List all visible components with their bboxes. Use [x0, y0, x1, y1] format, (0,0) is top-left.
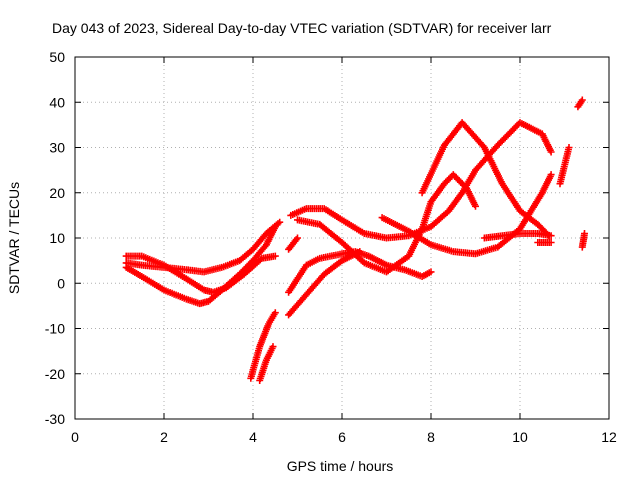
- plus-marker-trace: [418, 119, 553, 240]
- data-series-9: [418, 119, 553, 240]
- x-tick-label: 10: [512, 429, 528, 445]
- y-tick-label: -10: [45, 321, 65, 337]
- plus-marker-trace: [285, 234, 301, 253]
- plus-marker-trace: [285, 248, 364, 319]
- plus-marker-trace: [122, 218, 284, 276]
- data-series-11: [247, 309, 279, 382]
- data-series-3: [122, 218, 284, 276]
- plus-marker-trace: [480, 230, 555, 242]
- x-tick-label: 8: [427, 429, 435, 445]
- plus-marker-trace: [256, 343, 277, 384]
- y-tick-label: 40: [49, 94, 65, 110]
- data-series-13: [285, 234, 301, 253]
- data-series-7: [285, 248, 364, 319]
- plus-marker-trace: [247, 309, 279, 382]
- y-axis-label: SDTVAR / TECUs: [6, 182, 22, 294]
- data-series-15: [556, 144, 573, 188]
- x-tick-label: 6: [338, 429, 346, 445]
- data-series-14: [534, 239, 555, 246]
- data-series-16: [574, 96, 586, 111]
- x-tick-label: 4: [249, 429, 257, 445]
- x-tick-label: 2: [160, 429, 168, 445]
- x-tick-label: 12: [601, 429, 617, 445]
- plus-marker-trace: [534, 239, 555, 246]
- data-series-17: [578, 230, 588, 251]
- plus-marker-trace: [578, 230, 588, 251]
- y-tick-label: 10: [49, 230, 65, 246]
- data-series-6: [285, 248, 435, 296]
- plus-marker-trace: [287, 119, 555, 242]
- y-tick-label: 30: [49, 140, 65, 156]
- data-series-10: [480, 230, 555, 242]
- plus-marker-trace: [556, 144, 573, 188]
- data-series-4: [287, 119, 555, 242]
- y-tick-label: -20: [45, 366, 65, 382]
- data-series-12: [256, 343, 277, 384]
- plus-marker-trace: [574, 96, 586, 111]
- grid-lines: [75, 57, 609, 419]
- y-tick-label: -30: [45, 411, 65, 427]
- y-tick-label: 20: [49, 185, 65, 201]
- x-axis-label: GPS time / hours: [287, 458, 394, 474]
- y-tick-label: 0: [57, 275, 65, 291]
- x-tick-label: 0: [71, 429, 79, 445]
- data-markers: [122, 96, 588, 384]
- plus-marker-trace: [285, 248, 435, 296]
- chart-title: Day 043 of 2023, Sidereal Day-to-day VTE…: [52, 20, 552, 36]
- axis-ticks: 0 2 4 6 8 10 12 -30 -20 -10 0 10 20 30 40 50: [45, 49, 617, 445]
- y-tick-label: 50: [49, 49, 65, 65]
